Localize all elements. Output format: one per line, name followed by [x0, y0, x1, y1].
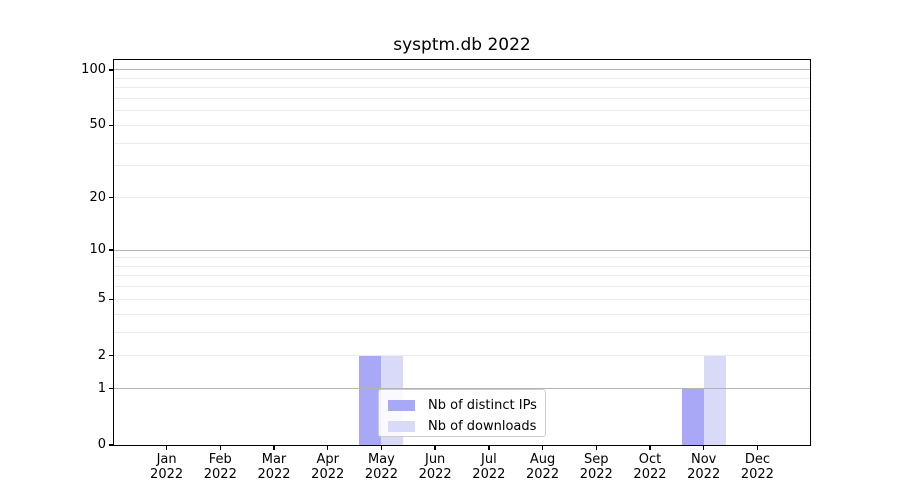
legend-swatch-downloads: [388, 420, 415, 432]
x-tick-month: Apr: [316, 452, 339, 467]
bar-distinct-ips: [359, 355, 382, 445]
y-tick-mark: [109, 298, 113, 301]
x-tick-mark: [165, 446, 168, 450]
gridline-minor: [114, 197, 810, 199]
x-tick-month: Sep: [584, 452, 609, 467]
gridline-minor: [114, 110, 810, 112]
gridline-major: [114, 249, 810, 251]
legend-entries: Nb of distinct IPs Nb of downloads: [379, 396, 545, 435]
x-tick-year: 2022: [364, 467, 398, 482]
y-tick-mark: [109, 124, 113, 127]
x-tick-mark: [434, 446, 436, 450]
x-tick-year: 2022: [311, 467, 345, 482]
x-tick-label: Jan 2022: [139, 452, 195, 482]
x-tick-label: Apr 2022: [300, 452, 356, 482]
y-tick-label: 10: [89, 242, 106, 258]
x-tick-mark: [380, 446, 383, 450]
x-tick-year: 2022: [687, 467, 721, 482]
x-tick-month: Aug: [529, 452, 556, 467]
x-tick-mark: [702, 446, 705, 450]
y-tick-mark: [109, 444, 113, 446]
x-tick-mark: [327, 446, 329, 450]
gridline-minor: [114, 98, 810, 99]
y-tick-mark: [109, 196, 113, 199]
x-tick-label: Sep 2022: [568, 452, 624, 482]
legend-row: Nb of distinct IPs: [379, 396, 545, 414]
x-tick-label: Nov 2022: [676, 452, 732, 482]
y-tick-label: 1: [97, 380, 106, 396]
x-tick-year: 2022: [579, 467, 613, 482]
gridline-minor: [114, 77, 810, 79]
gridline-minor: [114, 275, 810, 277]
y-tick-label: 5: [97, 291, 106, 307]
y-tick-label: 100: [81, 61, 106, 77]
x-tick-year: 2022: [740, 467, 774, 482]
x-tick-mark: [595, 446, 597, 450]
x-tick-month: Nov: [691, 452, 717, 467]
y-tick-mark: [109, 387, 113, 390]
x-tick-month: Feb: [208, 452, 232, 467]
y-tick-label: 50: [89, 117, 106, 133]
gridline-minor: [114, 298, 810, 300]
x-tick-year: 2022: [472, 467, 506, 482]
x-tick-label: Mar 2022: [246, 452, 302, 482]
gridline-minor: [114, 165, 810, 167]
x-tick-label: Jun 2022: [407, 452, 463, 482]
x-tick-label: Aug 2022: [515, 452, 571, 482]
bar-distinct-ips: [681, 388, 704, 445]
x-tick-year: 2022: [526, 467, 560, 482]
legend-label: Nb of distinct IPs: [428, 397, 537, 413]
gridline-minor: [114, 87, 810, 89]
legend-label: Nb of downloads: [428, 418, 537, 434]
x-tick-month: Dec: [744, 452, 770, 467]
x-tick-month: Mar: [261, 452, 287, 467]
legend-row: Nb of downloads: [379, 417, 545, 435]
gridline-minor: [114, 257, 810, 259]
gridline-minor: [114, 331, 810, 333]
gridline-minor: [114, 142, 810, 144]
x-tick-mark: [219, 446, 221, 450]
x-tick-mark: [756, 446, 759, 450]
y-tick-mark: [109, 69, 113, 71]
chart-title: sysptm.db 2022: [393, 35, 531, 55]
x-tick-year: 2022: [150, 467, 184, 482]
y-tick-label: 2: [97, 347, 106, 363]
x-tick-year: 2022: [418, 467, 452, 482]
x-tick-label: Oct 2022: [622, 452, 678, 482]
y-tick-label: 0: [97, 437, 106, 452]
x-tick-year: 2022: [203, 467, 237, 482]
gridline-minor: [114, 124, 810, 126]
gridline-major: [114, 69, 810, 71]
x-tick-mark: [649, 446, 651, 450]
y-tick-mark: [109, 249, 113, 251]
y-tick-label: 20: [89, 189, 106, 205]
x-tick-month: Jun: [424, 452, 446, 467]
x-tick-mark: [273, 446, 275, 450]
legend-swatch-distinct-ips: [388, 399, 415, 411]
x-tick-year: 2022: [257, 467, 291, 482]
gridline-minor: [114, 265, 810, 267]
x-tick-month: Oct: [638, 452, 662, 467]
x-tick-year: 2022: [633, 467, 667, 482]
gridline-minor: [114, 313, 810, 315]
y-tick-mark: [109, 354, 113, 357]
gridline-minor: [114, 286, 810, 288]
x-tick-label: Jul 2022: [461, 452, 517, 482]
legend: Nb of distinct IPs Nb of downloads: [378, 389, 546, 437]
x-tick-mark: [488, 446, 490, 450]
gridline-minor: [114, 355, 810, 357]
x-tick-label: Feb 2022: [192, 452, 248, 482]
x-tick-mark: [541, 446, 544, 450]
bar-downloads: [703, 355, 726, 445]
x-tick-month: Jan: [156, 452, 177, 467]
x-tick-label: Dec 2022: [729, 452, 785, 482]
gridline-major: [114, 388, 810, 390]
plot-area: [113, 59, 811, 446]
x-tick-label: May 2022: [353, 452, 409, 482]
x-tick-month: Jul: [481, 452, 497, 467]
x-tick-month: May: [367, 452, 395, 467]
